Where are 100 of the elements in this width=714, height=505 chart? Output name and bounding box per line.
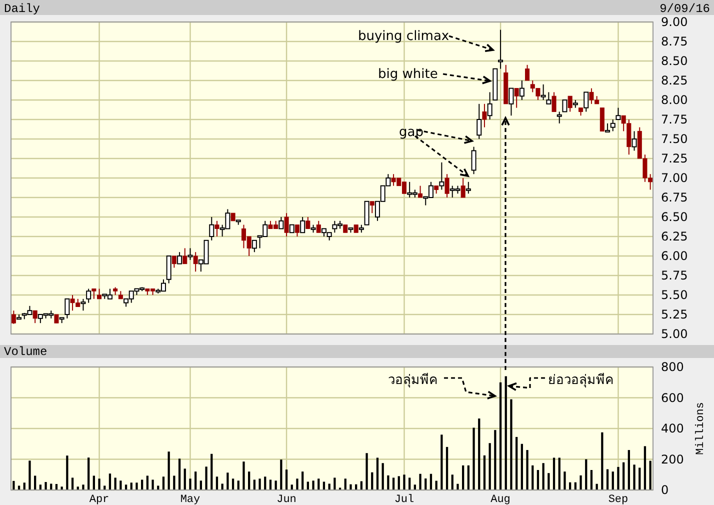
bar — [419, 474, 422, 490]
bar — [200, 480, 202, 490]
bar — [82, 484, 84, 490]
bar — [462, 465, 464, 490]
y-tick-label: 5.75 — [661, 268, 688, 282]
chart-title: Volume — [4, 345, 48, 359]
bar — [28, 460, 31, 490]
bar — [601, 432, 604, 490]
bar — [580, 475, 582, 490]
bar — [280, 460, 282, 490]
bar — [334, 478, 336, 490]
y-tick-label: 600 — [661, 390, 684, 405]
x-tick-label: Jul — [394, 494, 414, 505]
bar — [344, 478, 346, 490]
candlestick — [552, 92, 556, 112]
bar — [638, 468, 641, 490]
bar — [44, 482, 47, 490]
bar — [322, 482, 326, 490]
candlestick — [370, 200, 374, 214]
candlestick — [364, 200, 370, 226]
bar — [232, 478, 234, 490]
annotation: gap — [399, 125, 424, 140]
bar — [403, 474, 406, 490]
y-tick-label: 6.50 — [661, 210, 688, 224]
bar — [108, 474, 112, 490]
bar — [360, 481, 362, 490]
y-tick-label: 8.75 — [661, 34, 688, 48]
bar — [302, 472, 304, 490]
bar — [451, 474, 454, 490]
x-tick-label: Apr — [89, 494, 110, 505]
bar — [168, 452, 170, 490]
bar — [552, 458, 556, 490]
bar — [312, 480, 314, 490]
candlestick — [471, 146, 476, 175]
bar — [258, 478, 261, 490]
bar — [237, 480, 240, 490]
y-tick-label: 7.75 — [661, 112, 688, 126]
candlestick — [418, 185, 423, 198]
candlestick — [294, 224, 300, 237]
bar — [510, 399, 512, 490]
candlestick — [284, 212, 289, 237]
bar — [34, 476, 36, 490]
y-tick-label: 6.75 — [661, 190, 688, 204]
candlestick — [466, 181, 471, 194]
bar — [617, 466, 620, 490]
bar — [622, 462, 625, 490]
bar — [483, 455, 486, 490]
candlestick — [556, 111, 562, 124]
bar — [392, 478, 395, 490]
y-tick-label: 7.25 — [661, 152, 688, 166]
bar — [173, 476, 176, 490]
y-tick-label: 5.00 — [661, 327, 688, 341]
bar — [226, 472, 229, 490]
y-tick-label: 400 — [661, 422, 684, 436]
candlestick — [568, 96, 572, 112]
x-tick-label: Sep — [608, 494, 628, 505]
bar — [120, 480, 122, 490]
candlestick — [278, 216, 284, 230]
candlestick — [86, 288, 92, 304]
bar — [205, 466, 208, 490]
bar — [467, 465, 470, 490]
bar — [269, 480, 272, 490]
annotation: buying climax — [358, 29, 450, 44]
bar — [189, 478, 192, 490]
bar — [248, 472, 250, 490]
bar — [253, 480, 256, 490]
candlestick — [32, 310, 38, 324]
bar — [274, 480, 277, 490]
candlestick — [632, 130, 637, 152]
candlestick — [514, 88, 519, 108]
candlestick — [64, 298, 70, 319]
candlestick — [460, 178, 466, 198]
y-axis-title: Millions — [695, 402, 707, 455]
bar — [494, 430, 496, 490]
candlestick — [193, 252, 198, 272]
bar — [499, 382, 502, 490]
bar — [504, 376, 507, 490]
y-tick-label: 0 — [661, 483, 669, 497]
candlestick — [172, 256, 176, 268]
bar — [564, 472, 566, 490]
bar — [606, 469, 609, 490]
bar — [408, 478, 411, 490]
bar — [376, 458, 379, 490]
annotation: วอลุ่มพีค — [388, 372, 438, 388]
y-tick-label: 9.00 — [661, 15, 688, 29]
bar — [488, 443, 491, 490]
text: 9/09/16 — [660, 2, 710, 16]
y-tick-label: 8.50 — [661, 54, 688, 68]
chart-title: Daily — [4, 2, 40, 16]
bar — [590, 470, 593, 490]
y-tick-label: 5.25 — [661, 308, 688, 322]
bar — [430, 474, 432, 490]
bar — [526, 450, 528, 490]
y-tick-label: 200 — [661, 452, 684, 466]
candlestick — [562, 100, 568, 112]
bar — [633, 464, 636, 490]
candlestick — [546, 92, 552, 104]
y-tick-label: 7.00 — [661, 171, 688, 185]
candlestick — [316, 220, 321, 234]
bar — [178, 458, 181, 490]
